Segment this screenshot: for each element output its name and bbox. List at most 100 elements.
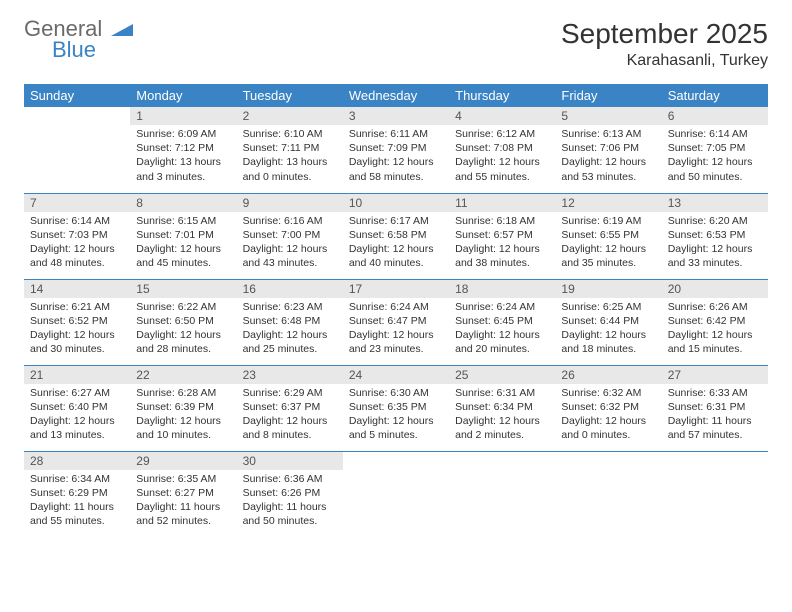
day-number: 17 <box>343 280 449 298</box>
calendar-week-row: 21Sunrise: 6:27 AMSunset: 6:40 PMDayligh… <box>24 365 768 451</box>
day-content: Sunrise: 6:29 AMSunset: 6:37 PMDaylight:… <box>237 384 343 447</box>
day-number: 11 <box>449 194 555 212</box>
day-number: 6 <box>662 107 768 125</box>
day-number: 3 <box>343 107 449 125</box>
title-block: September 2025 Karahasanli, Turkey <box>561 18 768 70</box>
calendar-table: SundayMondayTuesdayWednesdayThursdayFrid… <box>24 84 768 537</box>
calendar-week-row: 1Sunrise: 6:09 AMSunset: 7:12 PMDaylight… <box>24 107 768 193</box>
day-content: Sunrise: 6:18 AMSunset: 6:57 PMDaylight:… <box>449 212 555 275</box>
day-content: Sunrise: 6:31 AMSunset: 6:34 PMDaylight:… <box>449 384 555 447</box>
day-number: 20 <box>662 280 768 298</box>
calendar-cell: 6Sunrise: 6:14 AMSunset: 7:05 PMDaylight… <box>662 107 768 193</box>
calendar-cell: 27Sunrise: 6:33 AMSunset: 6:31 PMDayligh… <box>662 365 768 451</box>
calendar-cell: 19Sunrise: 6:25 AMSunset: 6:44 PMDayligh… <box>555 279 661 365</box>
day-number: 26 <box>555 366 661 384</box>
day-content: Sunrise: 6:32 AMSunset: 6:32 PMDaylight:… <box>555 384 661 447</box>
day-number: 24 <box>343 366 449 384</box>
day-number: 21 <box>24 366 130 384</box>
day-number: 7 <box>24 194 130 212</box>
day-content: Sunrise: 6:30 AMSunset: 6:35 PMDaylight:… <box>343 384 449 447</box>
day-number: 2 <box>237 107 343 125</box>
day-content: Sunrise: 6:16 AMSunset: 7:00 PMDaylight:… <box>237 212 343 275</box>
location: Karahasanli, Turkey <box>561 52 768 70</box>
day-number: 29 <box>130 452 236 470</box>
day-content: Sunrise: 6:36 AMSunset: 6:26 PMDaylight:… <box>237 470 343 533</box>
calendar-cell: 21Sunrise: 6:27 AMSunset: 6:40 PMDayligh… <box>24 365 130 451</box>
calendar-week-row: 7Sunrise: 6:14 AMSunset: 7:03 PMDaylight… <box>24 193 768 279</box>
day-number: 10 <box>343 194 449 212</box>
calendar-cell <box>24 107 130 193</box>
day-content: Sunrise: 6:10 AMSunset: 7:11 PMDaylight:… <box>237 125 343 188</box>
logo-blue-text: Blue <box>52 39 133 61</box>
header: General Blue September 2025 Karahasanli,… <box>24 18 768 70</box>
day-content: Sunrise: 6:28 AMSunset: 6:39 PMDaylight:… <box>130 384 236 447</box>
month-title: September 2025 <box>561 18 768 50</box>
day-number: 12 <box>555 194 661 212</box>
calendar-cell: 26Sunrise: 6:32 AMSunset: 6:32 PMDayligh… <box>555 365 661 451</box>
day-number: 14 <box>24 280 130 298</box>
calendar-cell: 23Sunrise: 6:29 AMSunset: 6:37 PMDayligh… <box>237 365 343 451</box>
day-number: 1 <box>130 107 236 125</box>
day-number: 28 <box>24 452 130 470</box>
calendar-cell <box>343 451 449 537</box>
calendar-cell: 24Sunrise: 6:30 AMSunset: 6:35 PMDayligh… <box>343 365 449 451</box>
calendar-body: 1Sunrise: 6:09 AMSunset: 7:12 PMDaylight… <box>24 107 768 537</box>
day-content: Sunrise: 6:12 AMSunset: 7:08 PMDaylight:… <box>449 125 555 188</box>
calendar-cell: 4Sunrise: 6:12 AMSunset: 7:08 PMDaylight… <box>449 107 555 193</box>
calendar-cell: 11Sunrise: 6:18 AMSunset: 6:57 PMDayligh… <box>449 193 555 279</box>
calendar-cell: 3Sunrise: 6:11 AMSunset: 7:09 PMDaylight… <box>343 107 449 193</box>
day-number: 9 <box>237 194 343 212</box>
day-number: 25 <box>449 366 555 384</box>
calendar-cell: 17Sunrise: 6:24 AMSunset: 6:47 PMDayligh… <box>343 279 449 365</box>
day-content: Sunrise: 6:26 AMSunset: 6:42 PMDaylight:… <box>662 298 768 361</box>
day-number: 30 <box>237 452 343 470</box>
day-content: Sunrise: 6:11 AMSunset: 7:09 PMDaylight:… <box>343 125 449 188</box>
day-content: Sunrise: 6:27 AMSunset: 6:40 PMDaylight:… <box>24 384 130 447</box>
day-content: Sunrise: 6:35 AMSunset: 6:27 PMDaylight:… <box>130 470 236 533</box>
day-number: 27 <box>662 366 768 384</box>
calendar-cell: 10Sunrise: 6:17 AMSunset: 6:58 PMDayligh… <box>343 193 449 279</box>
calendar-cell: 28Sunrise: 6:34 AMSunset: 6:29 PMDayligh… <box>24 451 130 537</box>
calendar-cell: 20Sunrise: 6:26 AMSunset: 6:42 PMDayligh… <box>662 279 768 365</box>
logo-triangle-icon <box>111 23 133 40</box>
calendar-cell: 9Sunrise: 6:16 AMSunset: 7:00 PMDaylight… <box>237 193 343 279</box>
day-number: 23 <box>237 366 343 384</box>
calendar-cell: 29Sunrise: 6:35 AMSunset: 6:27 PMDayligh… <box>130 451 236 537</box>
day-content: Sunrise: 6:33 AMSunset: 6:31 PMDaylight:… <box>662 384 768 447</box>
day-number: 13 <box>662 194 768 212</box>
calendar-cell <box>449 451 555 537</box>
calendar-cell: 14Sunrise: 6:21 AMSunset: 6:52 PMDayligh… <box>24 279 130 365</box>
day-header: Wednesday <box>343 84 449 107</box>
day-content: Sunrise: 6:09 AMSunset: 7:12 PMDaylight:… <box>130 125 236 188</box>
calendar-cell: 5Sunrise: 6:13 AMSunset: 7:06 PMDaylight… <box>555 107 661 193</box>
day-number: 16 <box>237 280 343 298</box>
calendar-cell: 12Sunrise: 6:19 AMSunset: 6:55 PMDayligh… <box>555 193 661 279</box>
calendar-cell: 2Sunrise: 6:10 AMSunset: 7:11 PMDaylight… <box>237 107 343 193</box>
day-content: Sunrise: 6:22 AMSunset: 6:50 PMDaylight:… <box>130 298 236 361</box>
day-header: Saturday <box>662 84 768 107</box>
calendar-cell: 7Sunrise: 6:14 AMSunset: 7:03 PMDaylight… <box>24 193 130 279</box>
day-content: Sunrise: 6:24 AMSunset: 6:45 PMDaylight:… <box>449 298 555 361</box>
day-content: Sunrise: 6:15 AMSunset: 7:01 PMDaylight:… <box>130 212 236 275</box>
calendar-cell: 22Sunrise: 6:28 AMSunset: 6:39 PMDayligh… <box>130 365 236 451</box>
day-content: Sunrise: 6:25 AMSunset: 6:44 PMDaylight:… <box>555 298 661 361</box>
day-content: Sunrise: 6:24 AMSunset: 6:47 PMDaylight:… <box>343 298 449 361</box>
day-number: 5 <box>555 107 661 125</box>
calendar-thead: SundayMondayTuesdayWednesdayThursdayFrid… <box>24 84 768 107</box>
day-header: Tuesday <box>237 84 343 107</box>
calendar-cell <box>555 451 661 537</box>
day-number: 15 <box>130 280 236 298</box>
day-header: Thursday <box>449 84 555 107</box>
calendar-cell: 8Sunrise: 6:15 AMSunset: 7:01 PMDaylight… <box>130 193 236 279</box>
calendar-week-row: 28Sunrise: 6:34 AMSunset: 6:29 PMDayligh… <box>24 451 768 537</box>
day-number: 19 <box>555 280 661 298</box>
day-header-row: SundayMondayTuesdayWednesdayThursdayFrid… <box>24 84 768 107</box>
calendar-week-row: 14Sunrise: 6:21 AMSunset: 6:52 PMDayligh… <box>24 279 768 365</box>
calendar-cell: 15Sunrise: 6:22 AMSunset: 6:50 PMDayligh… <box>130 279 236 365</box>
day-content: Sunrise: 6:13 AMSunset: 7:06 PMDaylight:… <box>555 125 661 188</box>
calendar-cell: 1Sunrise: 6:09 AMSunset: 7:12 PMDaylight… <box>130 107 236 193</box>
day-content: Sunrise: 6:17 AMSunset: 6:58 PMDaylight:… <box>343 212 449 275</box>
calendar-cell: 25Sunrise: 6:31 AMSunset: 6:34 PMDayligh… <box>449 365 555 451</box>
day-content: Sunrise: 6:23 AMSunset: 6:48 PMDaylight:… <box>237 298 343 361</box>
day-content: Sunrise: 6:14 AMSunset: 7:03 PMDaylight:… <box>24 212 130 275</box>
